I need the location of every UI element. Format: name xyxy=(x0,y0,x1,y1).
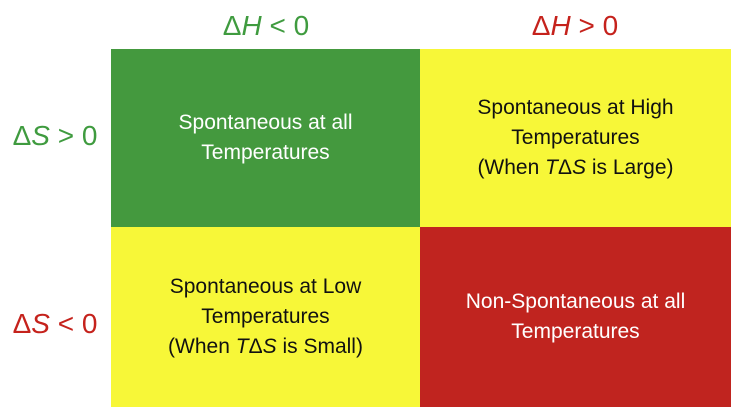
cell-line-3: (When TΔS is Small) xyxy=(168,332,363,362)
relation-text: > 0 xyxy=(49,120,98,151)
relation-text: > 0 xyxy=(570,10,619,41)
row-header-delta-s-negative: ΔS < 0 xyxy=(0,310,110,338)
cell-spontaneous-all: Spontaneous at all Temperatures xyxy=(111,49,420,227)
cell-line-3-post: is Small) xyxy=(276,335,363,358)
temperature-symbol: T xyxy=(545,156,558,179)
column-header-delta-h-positive: ΔH > 0 xyxy=(420,12,730,40)
enthalpy-symbol: H xyxy=(550,10,571,41)
cell-spontaneous-high: Spontaneous at High Temperatures (When T… xyxy=(420,49,731,227)
cell-text: Spontaneous at all Temperatures xyxy=(179,108,353,168)
delta-symbol: Δ xyxy=(12,308,32,339)
cell-text: Spontaneous at Low Temperatures (When TΔ… xyxy=(168,272,363,362)
cell-text: Non-Spontaneous at all Temperatures xyxy=(466,287,686,347)
relation-text: < 0 xyxy=(261,10,310,41)
delta-symbol: Δ xyxy=(12,120,32,151)
temperature-symbol: T xyxy=(235,335,249,358)
cell-line-3: (When TΔS is Large) xyxy=(477,153,673,183)
entropy-symbol: S xyxy=(31,308,50,339)
delta-symbol: Δ xyxy=(531,10,551,41)
cell-non-spontaneous-all: Non-Spontaneous at all Temperatures xyxy=(420,227,731,407)
cell-line-3-pre: (When xyxy=(168,335,236,358)
cell-line-1: Spontaneous at High xyxy=(477,96,674,119)
cell-line-2: Temperatures xyxy=(201,305,330,328)
cell-line-2: Temperatures xyxy=(201,141,330,164)
cell-line-3-pre: (When xyxy=(477,156,546,179)
cell-line-2: Temperatures xyxy=(511,126,640,149)
enthalpy-symbol: H xyxy=(241,10,262,41)
cell-spontaneous-low: Spontaneous at Low Temperatures (When TΔ… xyxy=(111,227,420,407)
delta-symbol: Δ xyxy=(248,335,263,358)
cell-line-1: Spontaneous at Low xyxy=(169,275,362,298)
cell-text: Spontaneous at High Temperatures (When T… xyxy=(477,93,673,183)
column-header-delta-h-negative: ΔH < 0 xyxy=(111,12,421,40)
delta-symbol: Δ xyxy=(557,156,572,179)
entropy-symbol: S xyxy=(31,120,50,151)
delta-symbol: Δ xyxy=(222,10,242,41)
row-header-delta-s-positive: ΔS > 0 xyxy=(0,122,110,150)
cell-line-1: Spontaneous at all xyxy=(178,111,353,134)
cell-line-3-post: is Large) xyxy=(586,156,674,179)
cell-line-1: Non-Spontaneous at all xyxy=(465,290,686,313)
spontaneity-grid: Spontaneous at all Temperatures Spontane… xyxy=(111,49,731,407)
relation-text: < 0 xyxy=(49,308,98,339)
entropy-symbol: S xyxy=(571,156,586,179)
cell-line-2: Temperatures xyxy=(511,320,640,343)
entropy-symbol: S xyxy=(262,335,277,358)
